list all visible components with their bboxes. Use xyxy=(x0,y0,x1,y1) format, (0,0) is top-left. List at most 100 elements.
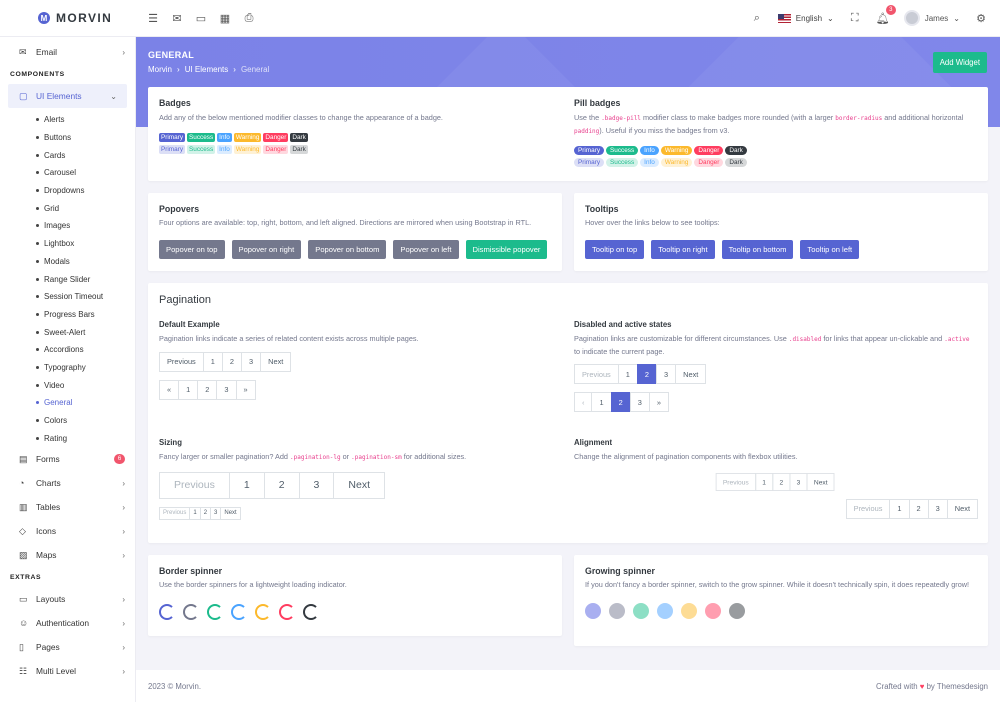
page-1[interactable]: 1 xyxy=(202,351,223,372)
page-next[interactable]: Next xyxy=(807,472,836,491)
page-previous[interactable]: Previous xyxy=(159,351,204,372)
dismissible-popover-button[interactable]: Dismissible popover xyxy=(465,239,548,259)
page-2[interactable]: 2 xyxy=(772,472,791,491)
page-1[interactable]: 1 xyxy=(178,379,199,400)
search-icon[interactable]: ⌕ xyxy=(753,11,760,24)
sidebar-item-ui-elements[interactable]: ▢ UI Elements ⌄ xyxy=(8,84,127,108)
border-spinner-desc: Use the border spinners for a lightweigh… xyxy=(159,580,347,589)
alignment-title: Alignment xyxy=(574,438,613,447)
logo[interactable]: M MORVIN xyxy=(0,11,136,25)
menu-icon[interactable]: ☰ xyxy=(148,12,158,25)
spinner-primary xyxy=(159,603,175,620)
sidebar-sub-accordions[interactable]: Accordions xyxy=(0,341,135,359)
spinner-danger xyxy=(279,603,295,620)
page-1[interactable]: 1 xyxy=(889,498,910,519)
tooltip-bottom-button[interactable]: Tooltip on bottom xyxy=(721,239,794,259)
chevron-right-icon: › xyxy=(122,47,125,57)
sidebar-sub-colors[interactable]: Colors xyxy=(0,412,135,430)
sidebar-item-maps[interactable]: ▨ Maps › xyxy=(19,549,125,561)
page-next[interactable]: Next xyxy=(260,351,292,372)
page-previous-disabled: Previous xyxy=(159,471,230,499)
sidebar-sub-carousel[interactable]: Carousel xyxy=(0,164,135,182)
sidebar-sub-range-slider[interactable]: Range Slider xyxy=(0,270,135,288)
mail-icon[interactable]: ✉ xyxy=(172,12,182,25)
gear-icon[interactable]: ⚙ xyxy=(976,12,986,25)
add-widget-button[interactable]: Add Widget xyxy=(932,52,987,73)
sidebar-sub-session-timeout[interactable]: Session Timeout xyxy=(0,288,135,306)
sidebar-sub-alerts[interactable]: Alerts xyxy=(0,111,135,129)
page-3[interactable]: 3 xyxy=(629,392,650,412)
breadcrumb-morvin[interactable]: Morvin xyxy=(148,65,173,74)
spinner-secondary xyxy=(183,603,199,620)
tooltip-right-button[interactable]: Tooltip on right xyxy=(651,239,715,259)
sidebar-sub-cards[interactable]: Cards xyxy=(0,146,135,164)
page-3[interactable]: 3 xyxy=(927,498,948,519)
page-1[interactable]: 1 xyxy=(228,471,265,499)
page-prev-icon-disabled: ‹ xyxy=(574,392,593,412)
sidebar-sub-images[interactable]: Images xyxy=(0,217,135,235)
popover-bottom-button[interactable]: Popover on bottom xyxy=(308,239,387,259)
language-dropdown[interactable]: English ⌄ xyxy=(777,13,834,23)
page-last-icon[interactable]: » xyxy=(648,392,669,412)
breadcrumb-ui-elements[interactable]: UI Elements xyxy=(184,65,229,74)
sidebar-item-forms[interactable]: ▤ Forms 6 xyxy=(0,447,135,471)
page-1[interactable]: 1 xyxy=(591,392,612,412)
page-1[interactable]: 1 xyxy=(755,472,774,491)
sidebar-sub-dropdowns[interactable]: Dropdowns xyxy=(0,182,135,200)
pagination-large: Previous 1 2 3 Next xyxy=(159,471,559,499)
page-2[interactable]: 2 xyxy=(221,351,243,372)
page-3[interactable]: 3 xyxy=(656,364,677,384)
sidebar-sub-rating[interactable]: Rating xyxy=(0,429,135,447)
chevron-right-icon: › xyxy=(177,65,180,74)
page-1[interactable]: 1 xyxy=(617,364,638,384)
badge-dark: Dark xyxy=(290,132,308,142)
user-name: James xyxy=(924,13,949,23)
sidebar-item-layouts[interactable]: ▭ Layouts › xyxy=(19,593,125,605)
calendar-icon[interactable]: ▦ xyxy=(219,12,231,25)
sidebar-item-tables[interactable]: ▥ Tables › xyxy=(19,501,125,513)
tooltip-left-button[interactable]: Tooltip on left xyxy=(800,239,860,259)
sidebar-item-authentication[interactable]: ☺ Authentication › xyxy=(19,618,125,629)
page-last-icon[interactable]: » xyxy=(235,379,256,400)
page-next[interactable]: Next xyxy=(333,471,385,499)
spinner-success xyxy=(207,603,223,620)
page-2-active[interactable]: 2 xyxy=(636,364,658,384)
sidebar-sub-general[interactable]: General xyxy=(0,394,135,412)
monitor-icon: ▭ xyxy=(19,593,28,604)
grow-spinners xyxy=(585,602,980,619)
sidebar-item-multi-level[interactable]: ☷ Multi Level › xyxy=(19,665,125,677)
sidebar-item-icons[interactable]: ◇ Icons › xyxy=(19,525,125,537)
page-2-active[interactable]: 2 xyxy=(610,392,631,412)
sidebar-item-charts[interactable]: ◔ Charts › xyxy=(19,478,125,489)
page-2[interactable]: 2 xyxy=(908,498,929,519)
page-next[interactable]: Next xyxy=(675,364,707,384)
sidebar-sub-typography[interactable]: Typography xyxy=(0,359,135,377)
sidebar-sub-buttons[interactable]: Buttons xyxy=(0,129,135,147)
page-2[interactable]: 2 xyxy=(263,471,300,499)
page-3[interactable]: 3 xyxy=(789,472,808,491)
page-first-icon[interactable]: « xyxy=(159,379,180,400)
sidebar-sub-lightbox[interactable]: Lightbox xyxy=(0,235,135,253)
page-3[interactable]: 3 xyxy=(216,379,237,400)
print-icon[interactable]: ⎙ xyxy=(244,11,254,24)
sidebar-sub-grid[interactable]: Grid xyxy=(0,199,135,217)
user-dropdown[interactable]: James ⌄ xyxy=(903,10,960,26)
page-3[interactable]: 3 xyxy=(298,471,335,499)
sidebar-sub-modals[interactable]: Modals xyxy=(0,253,135,271)
sidebar-sub-sweet-alert[interactable]: Sweet-Alert xyxy=(0,323,135,341)
sidebar-item-email[interactable]: ✉ Email › xyxy=(19,46,125,58)
sidebar-item-pages[interactable]: ▯ Pages › xyxy=(19,641,125,653)
page-3[interactable]: 3 xyxy=(241,351,262,372)
popover-left-button[interactable]: Popover on left xyxy=(393,239,459,259)
page-next[interactable]: Next xyxy=(220,506,241,520)
popover-top-button[interactable]: Popover on top xyxy=(159,239,225,259)
popover-right-button[interactable]: Popover on right xyxy=(231,239,302,259)
bell-icon[interactable]: 🔔︎ 3 xyxy=(876,5,896,25)
fullscreen-icon[interactable]: ⛶ xyxy=(850,11,859,24)
tooltip-top-button[interactable]: Tooltip on top xyxy=(585,239,645,259)
page-next[interactable]: Next xyxy=(946,498,978,519)
sidebar-sub-progress-bars[interactable]: Progress Bars xyxy=(0,306,135,324)
chat-icon[interactable]: ▭ xyxy=(195,12,207,25)
page-2[interactable]: 2 xyxy=(197,379,218,400)
sidebar-sub-video[interactable]: Video xyxy=(0,376,135,394)
